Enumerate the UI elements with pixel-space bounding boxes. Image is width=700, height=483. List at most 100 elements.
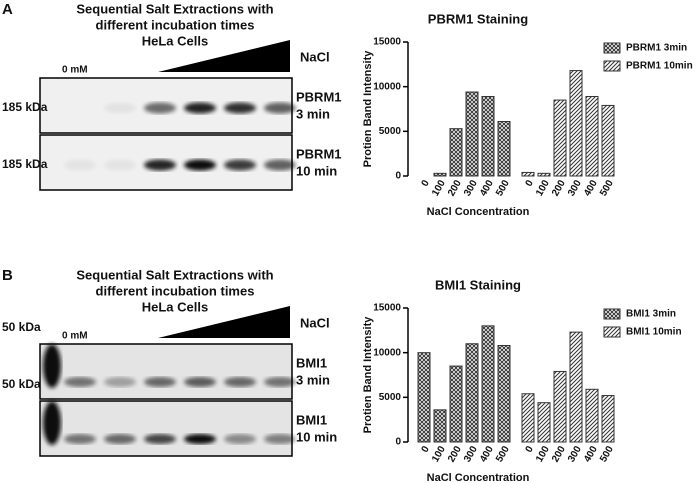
band [144,377,176,387]
marker-band [43,344,61,388]
bar [537,172,551,177]
legend-label: BMI1 10min [626,327,682,338]
salt-label: NaCl [300,315,330,330]
x-axis-label: NaCl Concentration [427,472,530,483]
band [184,434,216,444]
legend-swatch [603,60,621,72]
bar [553,370,567,443]
x-tick-label: 0 [420,444,433,455]
time-label: 10 min [296,163,337,178]
blot-title: different incubation times [96,283,255,298]
band [224,377,256,387]
x-tick-label: 500 [494,444,512,464]
x-tick-label: 100 [534,444,552,464]
band [104,434,136,444]
legend-swatch [603,42,621,54]
x-tick-label: 500 [494,178,512,198]
time-label: 10 min [296,429,337,444]
x-tick-label: 200 [550,444,568,464]
salt-gradient [158,40,290,72]
x-tick-label: 0 [420,178,433,189]
y-tick-label: 15000 [373,303,401,314]
x-tick-label: 400 [582,178,600,198]
band [144,434,176,444]
y-tick-label: 5000 [379,126,402,137]
band [264,102,296,114]
x-tick-label: 400 [478,178,496,198]
marker-size: 185 kDa [2,100,48,114]
marker-size: 50 kDa [2,320,41,334]
bar [601,395,615,443]
x-tick-label: 0 [524,444,537,455]
bar [465,91,479,177]
time-label: 3 min [296,372,330,387]
band [264,377,296,387]
x-tick-label: 300 [566,444,584,464]
bar [433,409,447,443]
x-tick-label: 300 [462,444,480,464]
blot-title: HeLa Cells [142,33,208,48]
marker-band [43,401,61,445]
blot-image [39,400,293,457]
panel-label: A [2,1,13,18]
legend-label: BMI1 3min [626,309,676,320]
band [64,377,96,387]
bar [521,171,535,177]
x-tick-label: 100 [430,178,448,198]
band [264,434,296,444]
bar [433,172,447,177]
x-tick-label: 400 [582,444,600,464]
panel-label: B [2,267,13,284]
band [184,377,216,387]
x-tick-label: 300 [566,178,584,198]
bar [449,128,463,177]
protein-label: PBRM1 [296,89,342,104]
x-tick-label: 200 [550,178,568,198]
x-tick-label: 200 [446,178,464,198]
band [224,102,256,114]
band [64,434,96,444]
band [144,159,176,171]
band [264,159,296,171]
x-tick-label: 400 [478,444,496,464]
bar [585,95,599,177]
x-tick-label: 0 [524,178,537,189]
blot-image [39,343,293,400]
bar [417,352,431,443]
bar [481,95,495,177]
band [184,159,216,171]
x-tick-label: 100 [534,178,552,198]
bar [569,331,583,443]
x-tick-label: 500 [598,444,616,464]
chart-title: BMI1 Staining [435,277,521,292]
blot-title: Sequential Salt Extractions with [76,1,273,16]
protein-label: BMI1 [296,355,327,370]
bar [601,104,615,177]
legend-label: PBRM1 10min [626,61,693,72]
bar [569,70,583,177]
blot-title: different incubation times [96,17,255,32]
salt-label: NaCl [300,49,330,64]
bar [497,345,511,443]
protein-label: PBRM1 [296,146,342,161]
legend-swatch [603,326,621,338]
time-label: 3 min [296,106,330,121]
bar [585,388,599,443]
start-label: 0 mM [62,65,88,76]
salt-gradient [158,306,290,338]
x-tick-label: 100 [430,444,448,464]
legend-label: PBRM1 3min [626,43,687,54]
blot-title: Sequential Salt Extractions with [76,267,273,282]
legend-swatch [603,308,621,320]
y-axis-label: Protien Band Intensity [362,316,374,434]
y-tick-label: 0 [395,437,401,448]
y-tick-label: 10000 [373,81,401,92]
y-tick-label: 0 [395,171,401,182]
x-tick-label: 500 [598,178,616,198]
bar [537,402,551,443]
start-label: 0 mM [62,331,88,342]
band [224,434,256,444]
x-axis-label: NaCl Concentration [427,206,530,218]
bar [481,325,495,443]
marker-size: 185 kDa [2,157,48,171]
